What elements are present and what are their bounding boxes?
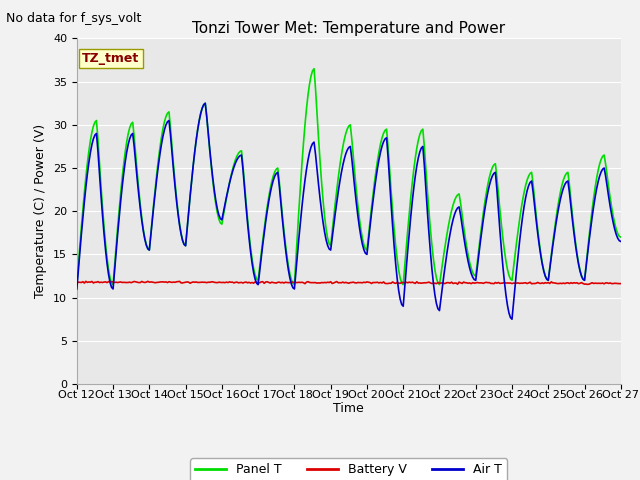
Text: No data for f_sys_volt: No data for f_sys_volt [6,12,142,25]
Legend: Panel T, Battery V, Air T: Panel T, Battery V, Air T [190,458,508,480]
Title: Tonzi Tower Met: Temperature and Power: Tonzi Tower Met: Temperature and Power [192,21,506,36]
X-axis label: Time: Time [333,402,364,415]
Text: TZ_tmet: TZ_tmet [82,52,140,65]
Y-axis label: Temperature (C) / Power (V): Temperature (C) / Power (V) [35,124,47,298]
